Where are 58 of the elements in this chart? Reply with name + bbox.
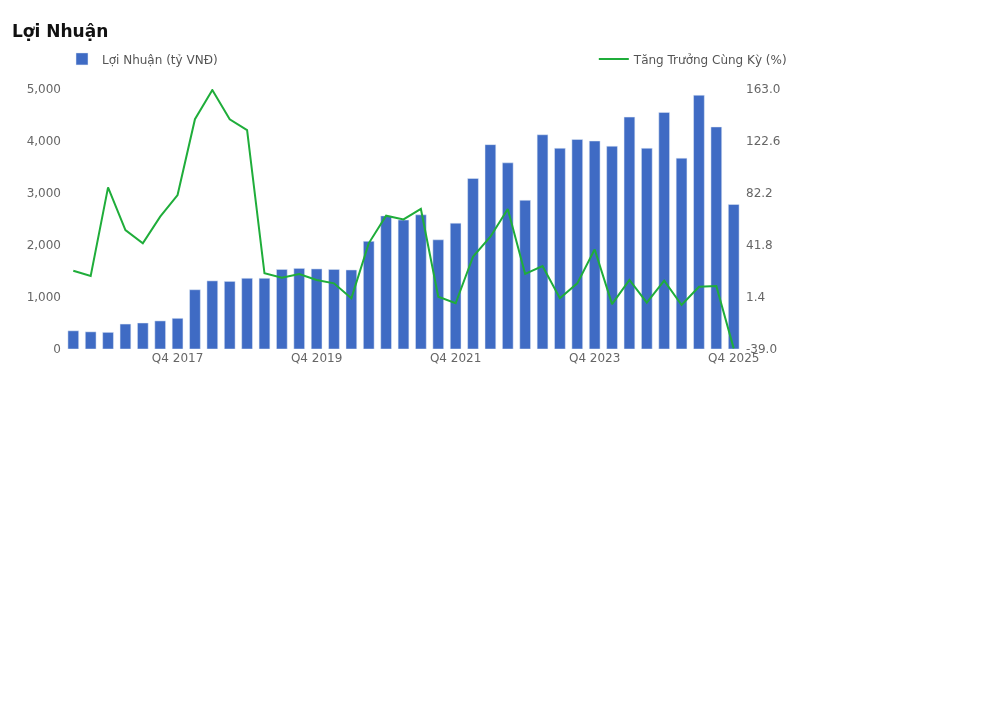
y2-tick-label: 163.0 (746, 82, 781, 97)
x-tick-label: Q4 2023 (568, 351, 621, 365)
bar (310, 268, 323, 349)
bar (519, 200, 531, 349)
bar (119, 323, 132, 349)
bar (554, 148, 566, 349)
y-tick-label: 1,000 (26, 290, 61, 305)
bar (189, 289, 201, 349)
y2-tick-label: 1.4 (746, 290, 766, 305)
bar (710, 126, 722, 349)
line-series (72, 89, 735, 349)
y-tick-label: 4,000 (26, 134, 61, 149)
bar (502, 162, 514, 349)
bar (293, 268, 305, 349)
bar (675, 157, 688, 349)
bar (432, 239, 444, 349)
y-tick-label: 3,000 (26, 186, 61, 201)
bar (85, 331, 97, 349)
bar (363, 241, 375, 349)
y2-tick-label: 41.8 (746, 238, 773, 253)
bar (67, 330, 79, 349)
x-tick-label: Q4 2017 (151, 351, 204, 365)
bar (345, 269, 357, 349)
bar (589, 140, 601, 349)
bar (571, 139, 583, 349)
bar (241, 278, 253, 349)
y2-tick-label: 122.6 (746, 134, 781, 149)
bar (171, 318, 184, 349)
legend-label: Lợi Nhuận (tỷ VNĐ) (102, 52, 218, 67)
bar (102, 332, 114, 349)
bar (728, 204, 740, 349)
x-tick-label: Q4 2021 (429, 351, 482, 365)
bar (658, 112, 670, 349)
bar (536, 134, 549, 349)
bar (450, 222, 462, 349)
y2-tick-label: 82.2 (746, 186, 773, 201)
bar (484, 144, 497, 349)
bar (606, 145, 618, 349)
bar (397, 219, 410, 349)
bar (380, 215, 392, 349)
bar (276, 269, 288, 349)
legend-label: Tăng Trưởng Cùng Kỳ (%) (632, 52, 787, 67)
bar (623, 116, 636, 349)
bar (258, 278, 271, 349)
chart-title: Lợi Nhuận (12, 20, 109, 41)
bar (415, 214, 427, 349)
x-tick-label: Q4 2019 (290, 351, 343, 365)
bar (206, 280, 218, 349)
bar (693, 94, 705, 349)
y-tick-label: 2,000 (26, 238, 61, 253)
bar (224, 281, 236, 349)
bar (154, 320, 166, 349)
bar (641, 148, 653, 349)
bar (328, 269, 340, 349)
bar (137, 322, 149, 349)
bar (467, 178, 479, 349)
y-tick-label: 0 (53, 342, 61, 357)
y-tick-label: 5,000 (26, 82, 61, 97)
